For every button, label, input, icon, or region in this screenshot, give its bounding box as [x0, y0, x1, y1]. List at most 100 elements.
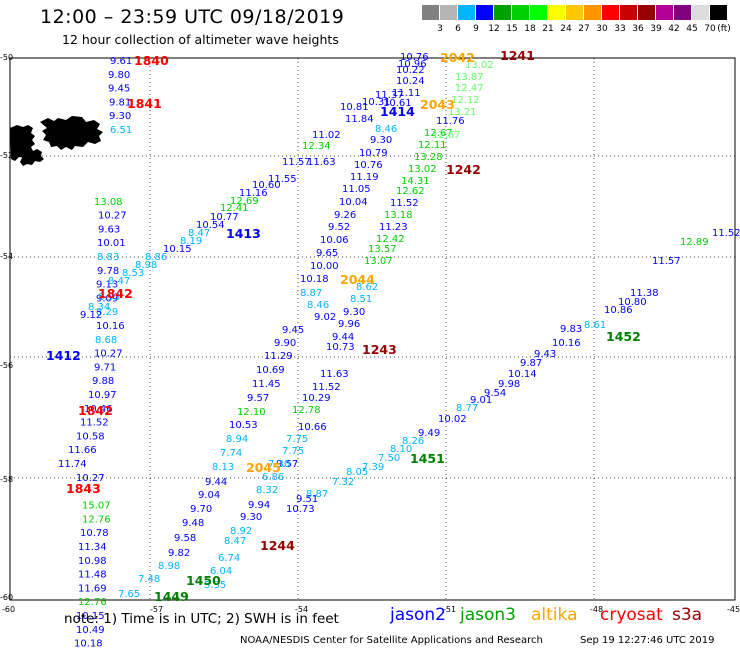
wave-height-value: 7.32: [332, 477, 354, 488]
wave-height-value: 8.77: [456, 403, 478, 414]
wave-height-value: 9.30: [370, 135, 392, 146]
wave-height-value: 10.04: [339, 197, 368, 208]
color-scale-tick: 3: [437, 24, 443, 34]
wave-height-value: 10.14: [508, 369, 537, 380]
wave-height-value: 10.31: [362, 97, 391, 108]
wave-height-value: 7.65: [118, 589, 140, 600]
wave-height-value: 11.52: [390, 198, 419, 209]
wave-height-value: 9.26: [334, 210, 356, 221]
latitude-tick-label: -50: [0, 53, 13, 62]
graticule: [10, 58, 735, 600]
color-scale-tick: 30: [596, 24, 608, 34]
legend-cryosat: cryosat: [600, 605, 663, 625]
pass-time-label: 1451: [410, 451, 445, 466]
wave-height-value: 8.32: [256, 485, 278, 496]
wave-height-value: 8.87: [300, 288, 322, 299]
wave-height-value: 11.76: [436, 116, 465, 127]
color-swatch: [710, 5, 727, 20]
legend-s3a: s3a: [672, 605, 703, 625]
wave-height-value: 10.06: [320, 235, 349, 246]
wave-height-value: 8.46: [307, 300, 329, 311]
color-scale-tick: 42: [668, 24, 680, 34]
wave-height-value: 11.52: [312, 382, 341, 393]
color-scale-tick: 70: [704, 24, 716, 34]
pass-time-label: 1412: [46, 348, 81, 363]
wave-height-value: 6.51: [110, 125, 132, 136]
wave-height-value: 10.02: [438, 414, 467, 425]
wave-height-value: 8.68: [95, 335, 117, 346]
wave-height-value: 9.45: [108, 84, 130, 95]
wave-height-value: 7.75: [282, 446, 304, 457]
wave-height-value: 8.19: [180, 236, 202, 247]
chart-title: 12:00 – 23:59 UTC 09/18/2019: [40, 6, 345, 28]
wave-height-value: 9.94: [248, 500, 270, 511]
wave-height-value: 9.57: [247, 393, 269, 404]
legend-jason3: jason3: [460, 605, 516, 625]
wave-height-value: 8.47: [108, 276, 130, 287]
wave-height-value: 10.24: [396, 76, 425, 87]
wave-height-value: 8.05: [346, 467, 368, 478]
pass-time-labels: 1840 1841 1842 1842 1843 1413 1414 1412 2042 2043…: [46, 48, 641, 604]
wave-height-value: 9.63: [98, 224, 120, 235]
credit-line: NOAA/NESDIS Center for Satellite Applica…: [240, 635, 543, 646]
wave-height-value: 7.74: [220, 448, 242, 459]
wave-height-value: 10.46: [84, 404, 113, 415]
wave-height-value: 10.81: [340, 102, 369, 113]
pass-time-label: 1843: [66, 481, 101, 496]
wave-height-value: 12.34: [302, 141, 331, 152]
wave-height-value: 8.92: [230, 526, 252, 537]
color-scale-tick: 27: [578, 24, 590, 34]
wave-height-value: 9.44: [332, 332, 354, 343]
pass-time-label: 2043: [420, 97, 455, 112]
color-swatch: [602, 5, 619, 20]
wave-height-value: 12.10: [237, 407, 266, 418]
wave-height-value: 9.57: [276, 459, 298, 470]
wave-height-value: 11.52: [712, 228, 740, 239]
wave-height-value: 10.29: [302, 393, 331, 404]
wave-height-value: 7.75: [286, 434, 308, 445]
wave-height-value: 8.61: [584, 320, 606, 331]
wave-height-value: 10.16: [552, 338, 581, 349]
pass-time-label: 1449: [154, 589, 189, 604]
wave-height-value: 9.80: [108, 70, 130, 81]
color-swatch: [512, 5, 529, 20]
legend-altika: altika: [531, 605, 578, 625]
wave-height-value: 8.34: [88, 302, 110, 313]
color-scale-tick: 12: [488, 24, 500, 34]
latitude-tick-label: -54: [0, 252, 13, 261]
wave-height-value: 10.96: [398, 59, 427, 70]
wave-height-value: 12.12: [451, 95, 480, 106]
wave-height-value: 10.60: [252, 180, 281, 191]
cryosat-track: 9.61 9.80 9.45 9.81 9.30 6.51 13.08 10.27 9.63 10…: [58, 56, 132, 650]
latitude-tick-label: -52: [0, 151, 13, 160]
wave-height-value: 11.11: [392, 88, 421, 99]
pass-time-label: 1450: [186, 573, 221, 588]
jason2-track: 10.7610.9610.2210.2411.1111.3710.3110.61…: [80, 52, 429, 321]
wave-height-value: 8.86: [145, 252, 167, 263]
wave-height-value: 11.19: [350, 172, 379, 183]
wave-height-value: 9.30: [109, 111, 131, 122]
pass-time-label: 1242: [446, 162, 481, 177]
wave-height-value: 7.50: [378, 453, 400, 464]
pass-time-label: 1842: [98, 286, 133, 301]
longitude-tick-label: -57: [150, 605, 163, 614]
wave-height-value: 9.81: [109, 97, 131, 108]
wave-height-value: 8.98: [158, 561, 180, 572]
wave-height-value: 12.47: [455, 83, 484, 94]
color-scale-tick: 15: [506, 24, 518, 34]
chart-subtitle: 12 hour collection of altimeter wave hei…: [62, 32, 339, 47]
longitude-tick-label: -48: [590, 605, 603, 614]
wave-height-value: 12.42: [376, 234, 405, 245]
wave-height-value: 10.76: [400, 52, 429, 63]
wave-height-value: 12.62: [396, 186, 425, 197]
wave-height-value: 10.86: [604, 305, 633, 316]
wave-height-value: 9.65: [316, 248, 338, 259]
wave-height-value: 6.86: [262, 472, 284, 483]
jason3-track: 10.739.518.877.328.057.397.508.108.269.4…: [286, 228, 740, 515]
pass-time-label: 1244: [260, 538, 295, 553]
latitude-tick-label: -58: [0, 475, 13, 484]
wave-height-value: 8.87: [306, 489, 328, 500]
wave-height-value: 10.58: [76, 431, 105, 442]
